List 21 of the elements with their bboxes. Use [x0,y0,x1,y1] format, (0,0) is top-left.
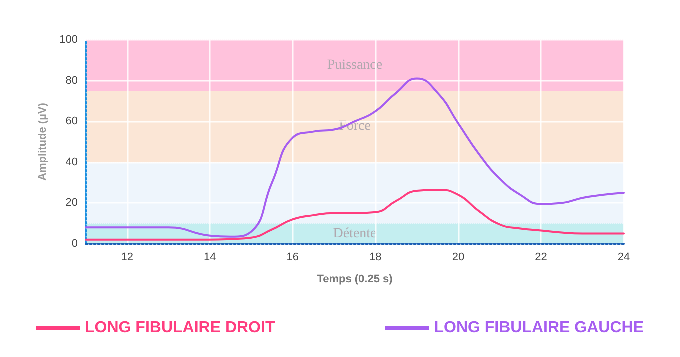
x-tick-label: 22 [535,252,548,264]
x-tick-label: 12 [121,252,134,264]
y-tick-label: 60 [66,116,78,128]
x-tick-label: 14 [204,252,216,264]
line-series [85,188,625,241]
line-series [85,78,625,238]
band-label: Détente [333,226,377,242]
legend-label: LONG FIBULAIRE DROIT [85,320,276,336]
y-tick-label: 80 [66,74,78,87]
y-tick-label: 20 [66,197,78,210]
x-tick-label: 24 [618,252,630,264]
y-tick-label: 40 [66,156,78,168]
x-axis-title: Temps (0.25 s) [317,274,394,286]
legend-label: LONG FIBULAIRE GAUCHE [434,320,644,336]
y-tick-label: 0 [72,238,78,250]
x-tick-label: 20 [452,252,465,264]
x-tick-label: 16 [286,252,300,264]
y-tick-label: 100 [60,34,78,46]
band-label: Puissance [327,58,383,73]
x-tick-label: 18 [370,252,382,264]
y-axis-title: Amplitude (µV) [37,102,50,181]
